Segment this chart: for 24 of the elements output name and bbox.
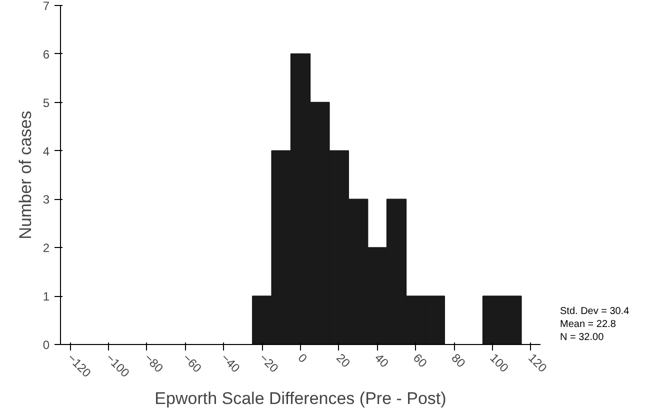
x-tick-label: 40	[372, 350, 392, 370]
x-tick-label: 20	[334, 350, 354, 370]
text: Mean = 22.8	[560, 319, 616, 330]
x-tick-label: −60	[180, 350, 205, 376]
y-tick-label: 3	[42, 192, 50, 207]
y-tick-label: 1	[42, 290, 50, 304]
y-tick-label: 0	[42, 338, 50, 352]
y-axis-title: Number of cases	[16, 110, 35, 240]
x-tick-label: −20	[256, 350, 282, 376]
y-tick-label: 6	[42, 47, 50, 62]
x-tick-label: 80	[448, 350, 468, 370]
y-tick-label: 2	[42, 241, 50, 256]
x-tick-label: 100	[487, 350, 512, 376]
text: Std. Dev = 30.4	[560, 306, 630, 317]
x-tick-label: 60	[410, 350, 430, 370]
x-tick-label: −40	[218, 350, 243, 376]
x-tick-label: −80	[142, 350, 166, 376]
x-tick-label: 0	[295, 350, 310, 366]
text: N = 32.00	[560, 332, 604, 343]
x-tick-label: 120	[526, 350, 550, 376]
x-axis-title: Epworth Scale Differences (Pre - Post)	[154, 388, 446, 408]
y-tick-label: 5	[42, 96, 50, 110]
y-tick-label: 7	[42, 0, 50, 13]
y-tick-label: 4	[42, 144, 50, 158]
